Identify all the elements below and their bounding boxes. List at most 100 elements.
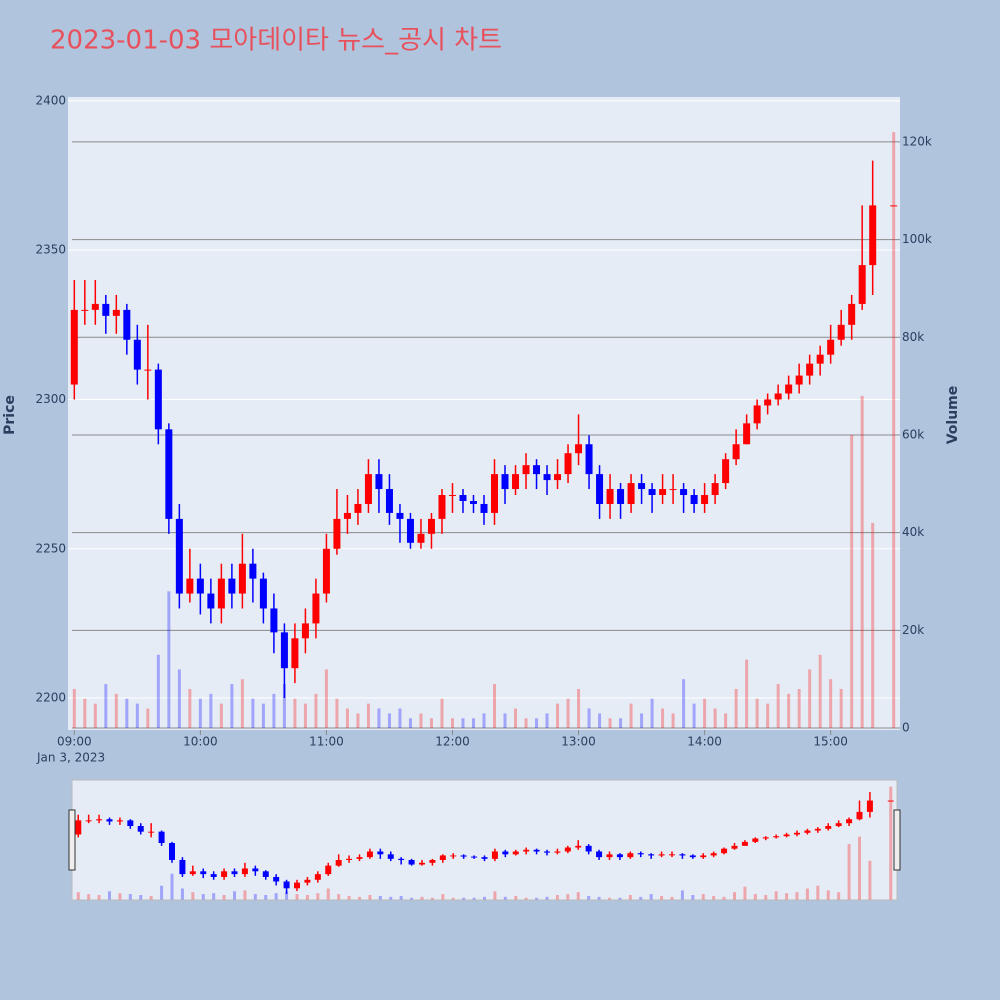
slider-candle-body: [325, 865, 332, 875]
volume-bar: [850, 434, 854, 729]
slider-candle-body: [200, 871, 207, 875]
slider-candle-body: [731, 845, 738, 849]
slider-volume-bar: [420, 896, 424, 900]
slider-candle-body: [294, 882, 300, 889]
slider-candle-body: [304, 879, 311, 883]
candle-body: [469, 500, 477, 504]
candle-body: [81, 309, 89, 311]
slider-volume-bar: [764, 895, 768, 900]
slider-volume-bar: [212, 893, 216, 900]
slider-volume-bar: [285, 891, 289, 900]
volume-bar: [577, 688, 581, 729]
slider-candle-body: [554, 851, 561, 853]
volume-bar: [787, 693, 791, 729]
candle-body: [669, 489, 677, 491]
slider-candle-body: [721, 848, 728, 854]
slider-candle-body: [575, 845, 582, 848]
slider-volume-bar: [76, 892, 80, 900]
slider-candle-body: [856, 811, 863, 820]
y-tick-label: 2250: [35, 541, 66, 555]
slider-candle-body: [96, 819, 103, 821]
slider-volume-bar: [337, 894, 341, 900]
slider-candle-body: [356, 857, 363, 859]
slider-volume-bar: [483, 896, 486, 900]
volume-bar: [366, 703, 370, 729]
slider-candle-body: [481, 857, 488, 859]
slider-candle-body: [700, 855, 707, 858]
candle-body: [238, 563, 246, 594]
volume-bar: [429, 718, 433, 729]
y-tick-label: 2200: [35, 691, 66, 705]
candle-body: [869, 205, 877, 266]
candle-body: [186, 578, 194, 594]
x-tick-label: 09:00: [57, 735, 92, 749]
candle-body: [732, 444, 740, 460]
volume-bar: [860, 395, 864, 729]
candle-body: [207, 593, 215, 609]
slider-volume-bar: [233, 891, 236, 900]
volume-bar: [493, 684, 497, 729]
volume-bar: [230, 684, 234, 729]
slider-volume-bar: [191, 892, 195, 900]
volume-bar: [198, 698, 202, 729]
candle-body: [91, 303, 99, 310]
slider-candle-body: [221, 871, 228, 877]
slider-volume-bar: [733, 892, 736, 900]
slider-volume-bar: [628, 895, 632, 900]
candle-body: [827, 339, 835, 355]
candle-body: [123, 309, 131, 340]
slider-volume-bar: [347, 895, 351, 900]
y2-tick-label: 60k: [902, 427, 924, 441]
slider-volume-bar: [451, 897, 455, 900]
slider-volume-bar: [795, 892, 799, 900]
slider-candle-body: [75, 820, 82, 835]
slider-volume-bar: [316, 893, 320, 900]
slider-volume-bar: [243, 890, 247, 900]
volume-bar: [419, 713, 423, 729]
slider-volume-bar: [618, 897, 622, 900]
candle-body: [427, 518, 435, 534]
candle-body: [480, 503, 488, 513]
volume-bar: [471, 718, 475, 729]
volume-bar: [514, 708, 518, 729]
x-tick-label: 12:00: [435, 735, 470, 749]
slider-volume-bar: [753, 894, 757, 900]
volume-bar: [566, 698, 570, 729]
candle-body: [795, 375, 803, 385]
y2-tick-label: 0: [902, 721, 910, 735]
volume-bar: [755, 698, 759, 729]
candle-body: [448, 495, 456, 497]
slider-candle-body: [116, 820, 123, 822]
slider-candle-body: [366, 851, 373, 858]
slider-candle-body: [460, 855, 467, 857]
slider-candle-body: [231, 871, 238, 875]
candle-body: [890, 205, 898, 207]
candle-body: [617, 489, 625, 504]
candle-body: [333, 518, 341, 549]
slider-candle-body: [606, 854, 613, 858]
slider-candle-body: [752, 838, 759, 842]
y2-tick-label: 100k: [902, 232, 932, 246]
candle-body: [154, 369, 162, 430]
volume-bar: [345, 708, 349, 729]
volume-bar: [703, 698, 707, 729]
slider-volume-bar: [253, 894, 257, 900]
volume-bar: [83, 698, 87, 729]
candle-body: [196, 578, 204, 594]
slider-candle-body: [648, 854, 655, 856]
slider-volume-bar: [139, 895, 143, 900]
slider-volume-bar: [389, 896, 393, 900]
candle-body: [648, 489, 656, 496]
slider-volume-bar: [774, 891, 778, 900]
candle-body: [270, 608, 278, 633]
slider-candle-body: [679, 854, 686, 856]
x-tick-label: 13:00: [561, 735, 596, 749]
candle-body: [165, 429, 173, 519]
volume-bar: [808, 669, 812, 729]
volume-bar: [93, 703, 97, 729]
slider-candle-body: [189, 871, 196, 875]
volume-bar: [398, 708, 402, 729]
slider-candle-body: [804, 830, 811, 833]
y2-tick-label: 40k: [902, 525, 924, 539]
slider-candle-body: [741, 841, 748, 846]
